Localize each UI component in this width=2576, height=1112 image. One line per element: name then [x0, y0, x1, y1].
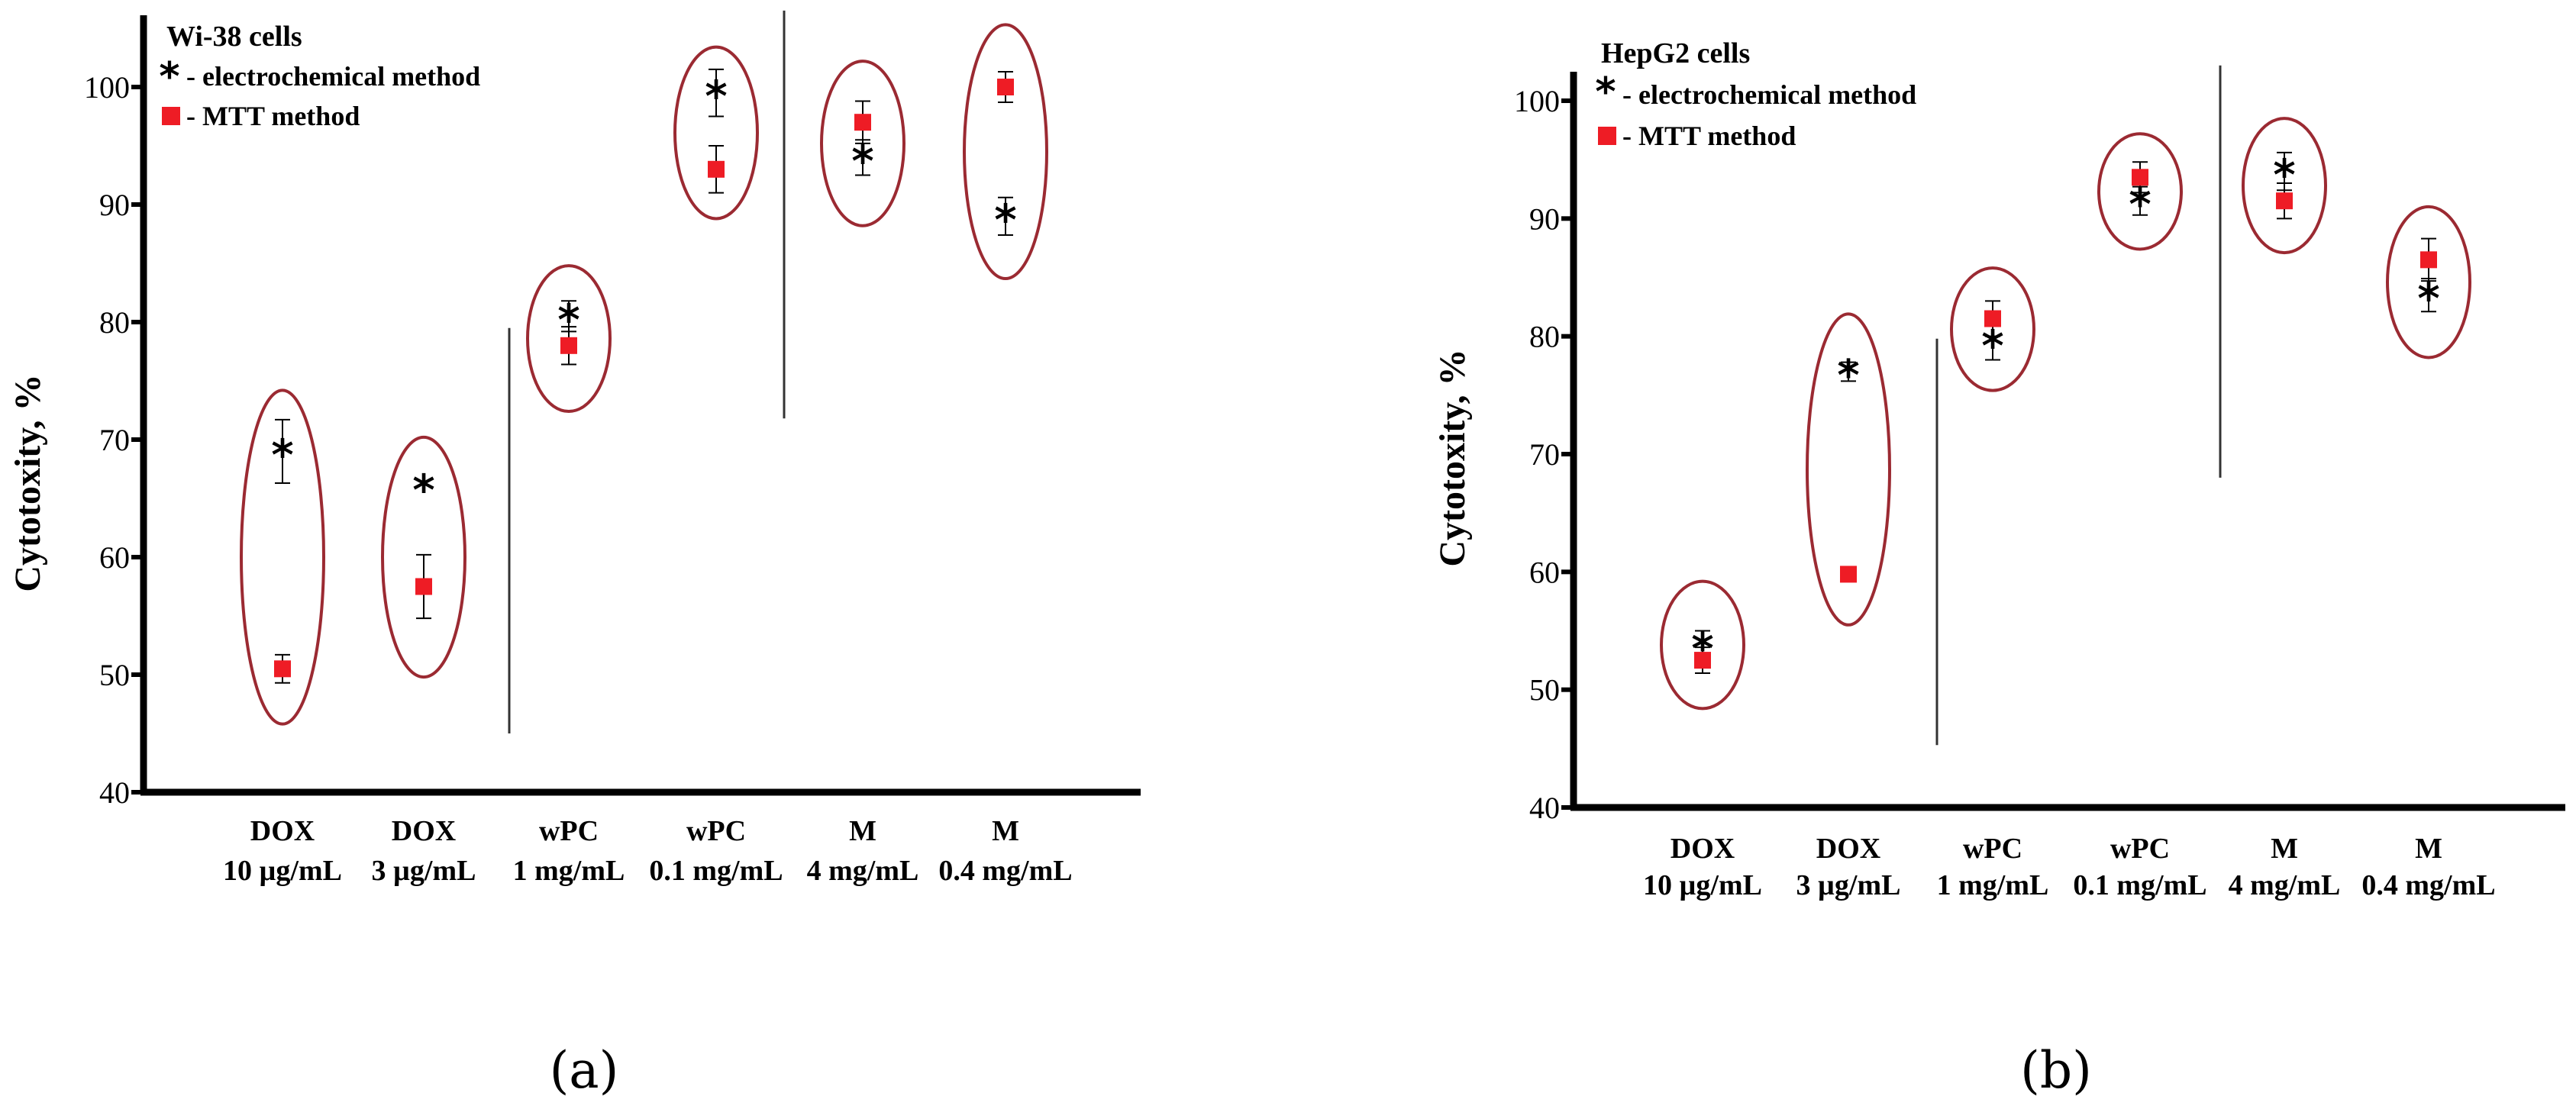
y-tick-label-b-50: 50 [1529, 673, 1560, 707]
category-label-b-2-line1: wPC [1963, 833, 2022, 865]
electrochemical-point-a-0: * [271, 430, 293, 480]
category-label-b-0-line2: 10 µg/mL [1643, 869, 1762, 901]
category-label-a-2-line2: 1 mg/mL [513, 855, 625, 887]
category-label-b-1-line2: 3 µg/mL [1796, 869, 1901, 901]
electrochemical-point-b-3: * [2129, 180, 2151, 230]
category-label-b-4-line2: 4 mg/mL [2229, 869, 2341, 901]
category-label-a-5-line2: 0.4 mg/mL [938, 855, 1072, 887]
legend-title-a: Wi-38 cells [166, 21, 302, 53]
legend-a: * - electrochemical method - MTT method [159, 54, 480, 131]
category-label-b-4-line1: M [2271, 833, 2298, 865]
y-axis-label-b: Cytotoxity, % [1432, 349, 1473, 566]
category-label-a-4-line1: M [849, 815, 876, 847]
electrochemical-point-a-4: * [851, 137, 873, 186]
category-label-a-0-line2: 10 µg/mL [223, 855, 342, 887]
category-label-a-1-line1: DOX [392, 815, 456, 847]
category-label-a-4-line2: 4 mg/mL [807, 855, 919, 887]
electrochemical-point-b-5: * [2417, 275, 2439, 324]
group-ellipse-a-4 [820, 60, 905, 227]
electrochemical-point-b-2: * [1981, 321, 2003, 371]
group-ellipse-b-1 [1806, 312, 1891, 627]
category-label-b-5-line2: 0.4 mg/mL [2361, 869, 2495, 901]
category-label-b-1-line1: DOX [1816, 833, 1880, 865]
group-ellipse-a-5 [963, 23, 1048, 281]
mtt-point-b-2 [1984, 310, 2001, 327]
chart-panel-b: 40 50 60 70 80 90 100 * * * * * * DOX 10 µg/mL DOX 3 µ… [1432, 37, 2565, 1100]
y-tick-label-a-90: 90 [99, 188, 130, 222]
mtt-point-b-3 [2132, 169, 2148, 186]
legend-star-icon-a: * [159, 54, 179, 100]
category-label-b-0-line1: DOX [1671, 833, 1735, 865]
mtt-point-a-2 [560, 337, 577, 354]
y-tick-label-b-70: 70 [1529, 437, 1560, 472]
group-ellipse-a-2 [526, 264, 612, 414]
y-tick-label-a-50: 50 [99, 658, 130, 692]
legend-square-icon-b [1598, 127, 1616, 145]
panel-label-a: (a) [550, 1041, 619, 1100]
electrochemical-point-a-3: * [705, 73, 727, 122]
legend-label-mtt-a: - MTT method [186, 101, 360, 131]
chart-panel-a: 40 50 60 70 80 90 100 * * * * * * DOX 10 µg/mL DOX 3 µ… [8, 10, 1141, 1100]
group-ellipse-b-2 [1950, 266, 2035, 392]
electrochemical-point-a-2: * [557, 295, 579, 345]
group-ellipse-a-0 [240, 388, 325, 726]
group-ellipse-b-3 [2097, 132, 2183, 251]
category-label-a-3-line2: 0.1 mg/mL [649, 855, 783, 887]
category-label-a-5-line1: M [992, 815, 1019, 847]
legend-label-electrochemical-a: - electrochemical method [186, 61, 480, 92]
y-tick-label-b-90: 90 [1529, 201, 1560, 236]
mtt-point-b-1 [1840, 566, 1857, 583]
group-ellipse-b-0 [1660, 579, 1745, 711]
y-tick-label-a-80: 80 [99, 305, 130, 340]
group-ellipse-a-3 [673, 45, 759, 221]
mtt-point-a-0 [274, 660, 291, 678]
electrochemical-point-b-1: * [1837, 351, 1859, 401]
category-label-a-1-line2: 3 µg/mL [372, 855, 476, 887]
category-label-a-3-line1: wPC [686, 815, 746, 847]
mtt-point-b-0 [1694, 652, 1711, 669]
group-ellipse-b-5 [2386, 205, 2471, 359]
category-label-b-3-line1: wPC [2110, 833, 2170, 865]
mtt-point-b-5 [2420, 251, 2437, 269]
group-ellipse-a-1 [381, 435, 466, 679]
mtt-point-a-3 [708, 160, 725, 178]
y-tick-label-a-70: 70 [99, 423, 130, 457]
mtt-point-b-4 [2276, 192, 2293, 210]
y-tick-label-a-40: 40 [99, 775, 130, 810]
y-tick-label-b-60: 60 [1529, 555, 1560, 589]
y-tick-label-b-40: 40 [1529, 791, 1560, 825]
electrochemical-point-a-1: * [412, 466, 434, 516]
category-label-b-2-line2: 1 mg/mL [1937, 869, 2049, 901]
category-label-b-3-line2: 0.1 mg/mL [2073, 869, 2206, 901]
y-tick-label-a-100: 100 [84, 70, 130, 105]
category-label-a-0-line1: DOX [250, 815, 315, 847]
mtt-point-a-1 [415, 578, 432, 595]
group-ellipse-b-4 [2242, 117, 2327, 255]
y-axis-label-a: Cytotoxity, % [8, 374, 48, 591]
electrochemical-point-a-5: * [994, 195, 1016, 245]
y-tick-label-b-100: 100 [1514, 84, 1560, 118]
electrochemical-point-b-4: * [2273, 151, 2295, 201]
legend-star-icon-b: * [1595, 69, 1616, 115]
mtt-point-a-4 [854, 114, 871, 131]
legend-b: * - electrochemical method - MTT method [1595, 69, 1916, 151]
legend-title-b: HepG2 cells [1601, 37, 1750, 69]
y-tick-label-a-60: 60 [99, 540, 130, 575]
category-label-a-2-line1: wPC [539, 815, 599, 847]
legend-label-electrochemical-b: - electrochemical method [1622, 79, 1916, 110]
legend-square-icon-a [162, 107, 180, 125]
y-tick-label-b-80: 80 [1529, 320, 1560, 354]
mtt-point-a-5 [997, 79, 1014, 95]
legend-label-mtt-b: - MTT method [1622, 121, 1796, 151]
panel-label-b: (b) [2020, 1041, 2092, 1100]
category-label-b-5-line1: M [2415, 833, 2442, 865]
